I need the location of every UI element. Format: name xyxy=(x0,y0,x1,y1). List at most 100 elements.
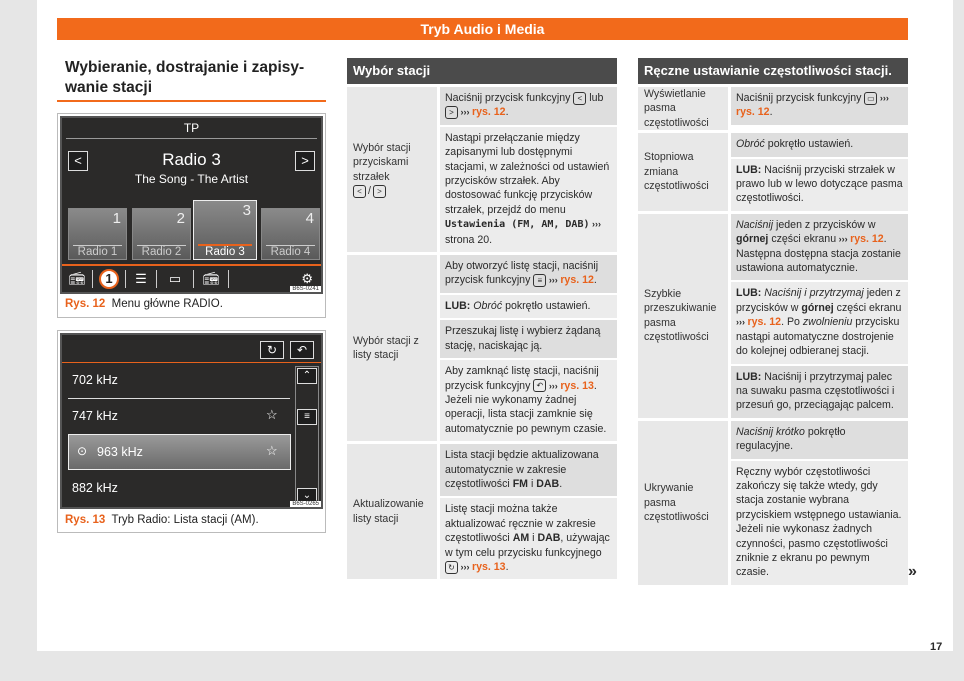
frequency-band-icon: ▭ xyxy=(864,91,878,105)
text: . xyxy=(593,274,597,287)
list-icon: ≡ xyxy=(533,274,547,288)
preset-label: Radio 4 xyxy=(266,245,315,258)
text: Aby otworzyć listę stacji, naciśnij przy… xyxy=(445,260,599,287)
reference-arrow: ››› xyxy=(877,93,889,103)
bold-text: LUB: xyxy=(736,370,762,383)
table-title: Wybór stacji xyxy=(347,58,617,84)
figure-caption: Rys. 12 Menu główne RADIO. xyxy=(65,298,223,310)
figure-reference: rys. 12 xyxy=(850,233,884,246)
radio-main-screen: TP < > Radio 3 The Song - The Artist 1 Ra… xyxy=(60,116,323,294)
preset-number: 3 xyxy=(242,202,251,219)
reference-arrow: ››› xyxy=(736,317,748,328)
table-cell: Listę stacji można także aktualizować rę… xyxy=(440,496,617,580)
table-cell: Przeszukaj listę i wybierz żądaną stację… xyxy=(440,318,617,359)
text: i xyxy=(528,477,537,490)
preset-number: 2 xyxy=(176,210,185,227)
row-label: Wybór stacji z listy stacji xyxy=(347,255,437,442)
scroll-thumb[interactable]: ≡ xyxy=(297,409,317,425)
text: . xyxy=(769,106,773,119)
bold-text: DAB xyxy=(537,532,561,545)
table-cell: Naciśnij przycisk funkcyjny ▭ ››› rys. 1… xyxy=(731,87,908,125)
table-cell: Aby otworzyć listę stacji, naciśnij przy… xyxy=(440,255,617,293)
bold-text: LUB: xyxy=(445,299,471,312)
text: lub xyxy=(586,92,604,104)
italic-text: Naciśnij i przytrzymaj xyxy=(764,287,864,300)
frequency-band-icon[interactable]: ▭ xyxy=(168,271,182,286)
favorite-star-icon[interactable]: ☆ xyxy=(266,443,278,458)
refresh-icon: ↻ xyxy=(445,560,458,574)
bold-text: górnej xyxy=(736,233,769,246)
station-name: Radio 3 xyxy=(162,150,221,169)
row-label-text: Ukrywanie pasma częstotliwości xyxy=(644,482,709,523)
caption-ref: Rys. 12 xyxy=(65,298,106,310)
list-item-playing[interactable]: ⊙ 963 kHz ☆ xyxy=(68,434,291,470)
figure-reference: rys. 12 xyxy=(747,316,782,329)
figure-code: B6S-0241 xyxy=(290,286,321,292)
preset-button-3-selected[interactable]: 3 Radio 3 xyxy=(193,200,257,260)
callout-1: 1 xyxy=(99,269,119,289)
text: części ekranu xyxy=(768,233,837,246)
table-cell: LUB: Naciśnij i przytrzymaj jeden z przy… xyxy=(731,280,908,364)
text: strona 20. xyxy=(445,233,493,246)
table-cell: Obróć pokrętło ustawień. xyxy=(731,133,908,157)
scrollbar[interactable]: ⌃ ≡ ⌄ xyxy=(295,366,319,506)
bold-text: górnej xyxy=(801,301,834,314)
prev-station-button[interactable]: < xyxy=(68,151,88,171)
caption-text: Menu główne RADIO. xyxy=(111,298,223,310)
reference-arrow: ››› xyxy=(836,234,851,245)
reference-arrow: ››› xyxy=(546,380,561,391)
table-row: Szybkie przeszukiwanie pasma częstotliwo… xyxy=(638,210,908,418)
manual-frequency-table: Ręczne ustawianie częstotliwości stacji.… xyxy=(638,58,908,585)
text: Naciśnij i przytrzymaj palec na suwaku p… xyxy=(736,370,895,412)
page-number: 17 xyxy=(930,641,943,653)
next-station-button[interactable]: > xyxy=(295,151,315,171)
bold-text: LUB: xyxy=(736,287,762,300)
text: . xyxy=(505,106,509,119)
row-label: Ukrywanie pasma częstotliwości xyxy=(638,420,728,585)
preset-button-2[interactable]: 2 Radio 2 xyxy=(132,208,191,260)
preset-label: Radio 2 xyxy=(137,245,186,258)
figure-13: ↻ ↶ 702 kHz 747 kHz ☆ ⊙ 963 kHz ☆ 882 kH… xyxy=(57,330,326,533)
text: . Jeżeli nie wykonamy żadnej operacji, l… xyxy=(445,379,607,435)
text: Aby zamknąć listę stacji, naciśnij przyc… xyxy=(445,365,599,392)
caption-ref: Rys. 13 xyxy=(65,514,106,526)
preset-number: 4 xyxy=(305,210,314,227)
table-cell: LUB: Naciśnij i przytrzymaj palec na suw… xyxy=(731,363,908,418)
row-label-text: Aktualizowanie listy stacji xyxy=(353,498,424,525)
table-cell: Nastąpi przełączanie między zapisanymi l… xyxy=(440,124,617,253)
table-cell: Naciśnij przycisk funkcyjny < lub > ››› … xyxy=(440,87,617,125)
table-row: Wyświetlanie pasma częstotliwości Naciśni… xyxy=(638,84,908,131)
favorite-star-icon[interactable]: ☆ xyxy=(266,407,278,422)
scroll-up-button[interactable]: ⌃ xyxy=(297,368,317,384)
list-item[interactable]: 747 kHz xyxy=(72,409,118,423)
text: . xyxy=(505,560,509,573)
figure-code: B6S-0265 xyxy=(290,501,321,507)
list-item[interactable]: 882 kHz xyxy=(72,481,118,495)
back-icon: ↶ xyxy=(533,379,547,393)
reference-arrow: ››› xyxy=(589,219,601,230)
divider xyxy=(68,398,290,399)
list-item[interactable]: 702 kHz xyxy=(72,373,118,387)
text: Nastąpi przełączanie między zapisanymi l… xyxy=(445,131,610,216)
bold-text: FM xyxy=(512,477,528,490)
figure-reference: rys. 12 xyxy=(560,274,594,287)
list-icon[interactable]: ☰ xyxy=(135,271,147,286)
station-list-screen: ↻ ↶ 702 kHz 747 kHz ☆ ⊙ 963 kHz ☆ 882 kH… xyxy=(60,333,323,509)
back-button[interactable]: ↶ xyxy=(290,341,314,359)
radio-source-icon[interactable]: 📻︎ xyxy=(68,271,86,286)
preset-button-1[interactable]: 1 Radio 1 xyxy=(68,208,127,260)
reference-arrow: ››› xyxy=(458,107,472,118)
figure-reference: rys. 13 xyxy=(472,560,506,573)
arrow-right-icon: > xyxy=(372,184,386,198)
settings-gear-icon[interactable]: ⚙ xyxy=(301,271,313,286)
preset-button-4[interactable]: 4 Radio 4 xyxy=(261,208,320,260)
text: przycisku nastąpi automatyczne dostrojen… xyxy=(736,316,900,358)
figure-reference: rys. 12 xyxy=(736,106,770,119)
radio-sound-icon[interactable]: 📻︎ xyxy=(202,271,220,286)
menu-name: Ustawienia (FM, AM, DAB) xyxy=(445,219,590,231)
tp-label: TP xyxy=(183,121,200,135)
text: Naciśnij przyciski strzałek w prawo lub … xyxy=(736,163,903,205)
figure-caption: Rys. 13 Tryb Radio: Lista stacji (AM). xyxy=(65,514,259,526)
row-label-text: Wyświetlanie pasma częstotliwości xyxy=(644,88,709,129)
refresh-button[interactable]: ↻ xyxy=(260,341,284,359)
